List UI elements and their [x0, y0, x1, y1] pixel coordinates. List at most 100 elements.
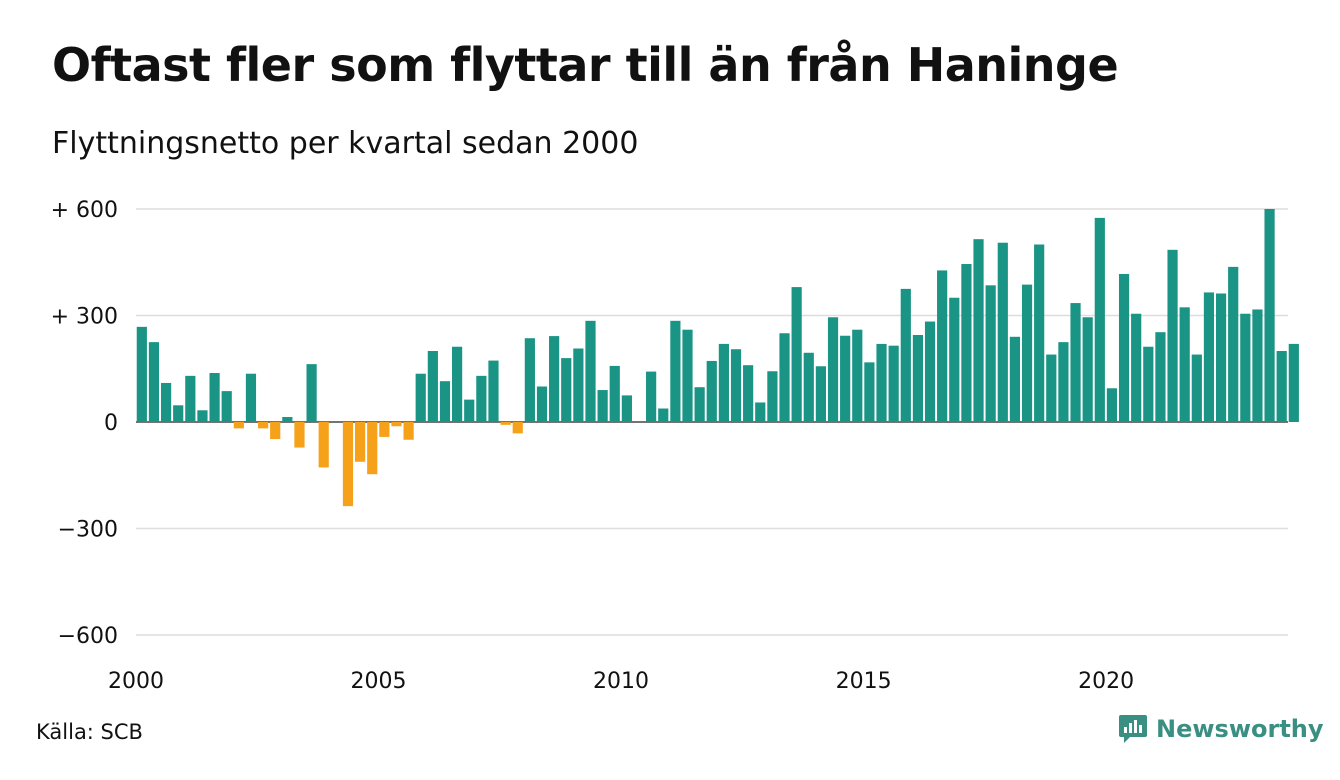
bar — [452, 346, 463, 422]
bar — [160, 382, 172, 422]
bar — [524, 338, 535, 422]
bar — [815, 366, 826, 422]
x-tick-label: 2000 — [108, 669, 164, 694]
bar — [148, 342, 160, 423]
chart-subtitle: Flyttningsnetto per kvartal sedan 2000 — [52, 126, 639, 161]
bar — [852, 329, 863, 422]
bar — [185, 375, 196, 422]
bar — [536, 386, 548, 422]
bar — [1215, 293, 1227, 422]
bar — [791, 287, 802, 422]
bar — [270, 422, 281, 440]
bar — [827, 317, 839, 422]
bar — [973, 239, 984, 422]
bar — [997, 242, 1008, 422]
bar — [1252, 309, 1263, 422]
bar — [1131, 313, 1142, 422]
bar — [803, 352, 814, 422]
bar — [488, 360, 499, 422]
bar — [427, 351, 438, 422]
bar — [209, 373, 220, 422]
chart-title: Oftast fler som flyttar till än från Han… — [52, 38, 1119, 92]
bar — [864, 362, 875, 422]
bar — [257, 422, 269, 429]
bar — [1167, 249, 1178, 422]
bar — [512, 422, 523, 434]
bar — [1240, 313, 1251, 422]
bar — [245, 373, 257, 422]
bar — [500, 422, 511, 425]
bar — [924, 321, 936, 422]
newsworthy-logo-icon — [1119, 715, 1147, 743]
y-tick-label: −600 — [58, 624, 118, 649]
bar — [306, 364, 317, 422]
x-tick-label: 2015 — [836, 669, 892, 694]
y-tick-label: + 300 — [51, 305, 118, 330]
bar — [173, 405, 184, 422]
bar — [1106, 388, 1118, 422]
y-tick-label: 0 — [104, 411, 118, 436]
bar — [646, 371, 657, 422]
x-tick-label: 2010 — [593, 669, 649, 694]
bar — [1070, 303, 1081, 422]
bar — [912, 335, 923, 422]
bar — [658, 408, 669, 422]
bar — [318, 422, 329, 468]
bar — [391, 422, 402, 427]
bar — [755, 402, 766, 422]
bar — [1009, 336, 1021, 422]
x-tick-label: 2005 — [351, 669, 407, 694]
bar — [621, 395, 632, 423]
bar — [233, 422, 244, 429]
bar — [549, 336, 560, 422]
bar — [706, 360, 717, 422]
bar — [355, 422, 366, 462]
bar — [197, 410, 208, 422]
bar — [1276, 351, 1287, 422]
brand-name: Newsworthy — [1156, 715, 1324, 743]
bar — [573, 348, 584, 422]
bar — [1191, 354, 1202, 422]
bar — [840, 335, 851, 422]
bar — [1155, 332, 1166, 422]
bar — [767, 371, 778, 422]
bar — [743, 365, 754, 422]
bar — [779, 333, 790, 422]
bar — [379, 422, 390, 437]
bar — [1203, 292, 1215, 422]
bar — [1021, 284, 1033, 422]
bar — [949, 297, 960, 422]
bar — [1228, 266, 1239, 422]
bar — [961, 264, 972, 422]
bar — [403, 422, 414, 440]
bar — [730, 349, 742, 422]
bar — [294, 422, 305, 448]
bar — [1118, 273, 1130, 422]
bar — [439, 381, 451, 422]
bar — [221, 391, 232, 422]
source-note: Källa: SCB — [36, 720, 143, 744]
bar — [561, 358, 572, 422]
bar — [694, 387, 705, 422]
bar — [900, 288, 911, 423]
bar — [282, 417, 293, 422]
x-tick-label: 2020 — [1078, 669, 1134, 694]
bar — [876, 343, 887, 422]
bar — [597, 390, 608, 422]
bar — [937, 270, 948, 422]
bar — [682, 329, 693, 422]
bar — [342, 422, 354, 507]
bar — [1179, 307, 1190, 422]
bar — [888, 345, 899, 422]
bar — [136, 326, 147, 422]
bar — [670, 320, 681, 422]
bar — [1058, 342, 1069, 423]
bar — [1082, 317, 1093, 422]
brand: Newsworthy — [1118, 713, 1324, 745]
y-tick-label: −300 — [58, 518, 118, 543]
y-tick-label: + 600 — [51, 198, 118, 223]
bar — [1143, 346, 1154, 422]
bar — [1264, 209, 1275, 422]
bar — [415, 373, 426, 422]
